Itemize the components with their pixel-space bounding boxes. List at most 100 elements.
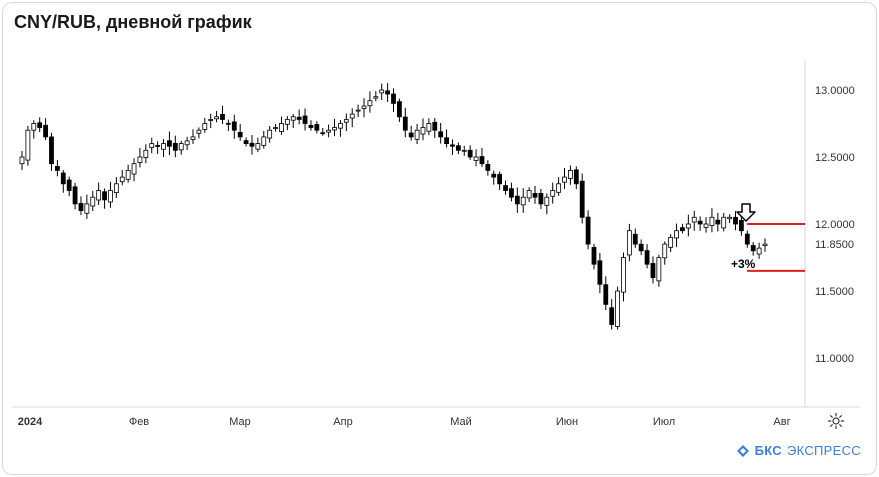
- candle-body: [143, 149, 149, 158]
- candle-body: [756, 247, 762, 255]
- candle-body: [49, 136, 54, 165]
- candle-body: [680, 227, 685, 232]
- x-tick-label: Июн: [556, 416, 578, 428]
- candle-body: [379, 89, 385, 94]
- candle-body: [697, 220, 703, 225]
- candle-body: [461, 149, 467, 152]
- candle-body: [674, 230, 679, 239]
- candle-body: [54, 166, 60, 171]
- candle-body: [644, 250, 650, 265]
- brand-mark-icon: [736, 444, 749, 457]
- candle-body: [438, 131, 444, 138]
- candle-body: [373, 96, 379, 99]
- chart-title: CNY/RUB, дневной график: [14, 12, 252, 32]
- candle-body: [231, 121, 237, 131]
- candle-body: [155, 145, 161, 147]
- candle-body: [414, 129, 420, 140]
- candle-body: [715, 219, 721, 225]
- candle-body: [66, 179, 72, 191]
- candle-body: [491, 173, 497, 178]
- y-tick-label: 11.8500: [815, 239, 854, 251]
- candle-body: [573, 169, 579, 185]
- y-tick-label: 12.5000: [815, 152, 855, 164]
- candle-body: [514, 195, 520, 205]
- candle-body: [396, 101, 402, 118]
- candle-body: [84, 203, 90, 214]
- candle-body: [739, 220, 744, 232]
- candle-body: [550, 190, 556, 197]
- candle-body: [479, 156, 485, 165]
- candle-body: [503, 185, 508, 191]
- candle-body: [609, 307, 615, 325]
- candle-body: [544, 196, 550, 206]
- x-tick-label: Май: [450, 416, 472, 428]
- candle-body: [361, 105, 367, 109]
- candle-body: [532, 193, 538, 198]
- brand-logo: БКС ЭКСПРЕСС: [736, 443, 861, 458]
- candle-body: [520, 196, 526, 206]
- x-tick-label: Авг: [773, 416, 790, 428]
- candle-body: [78, 203, 84, 211]
- candle-body: [538, 193, 544, 205]
- candle-body: [237, 131, 243, 138]
- candle-body: [662, 243, 668, 259]
- candle-body: [650, 263, 656, 278]
- candle-body: [184, 140, 190, 146]
- candle-body: [420, 127, 426, 135]
- candle-body: [220, 114, 225, 120]
- gear-icon[interactable]: [827, 412, 845, 430]
- candle-body: [279, 123, 284, 132]
- y-tick-label: 11.0000: [815, 353, 854, 365]
- x-tick-label: Апр: [333, 416, 352, 428]
- candle-body: [25, 129, 31, 161]
- candle-body: [261, 136, 267, 146]
- candle-body: [367, 100, 373, 107]
- x-tick-label: 2024: [18, 416, 43, 428]
- candle-body: [562, 176, 567, 183]
- candle-body: [296, 116, 302, 120]
- candle-body: [267, 129, 273, 139]
- candle-body: [668, 236, 674, 248]
- brand-name-rest: ЭКСПРЕСС: [786, 443, 861, 458]
- candle-body: [314, 124, 320, 131]
- candle-body: [721, 216, 727, 229]
- candle-body: [349, 113, 355, 119]
- candle-body: [214, 116, 219, 120]
- brand-name-bold: БКС: [754, 443, 782, 458]
- candle-body: [709, 216, 715, 227]
- candle-body: [526, 190, 532, 199]
- candle-body: [744, 233, 750, 245]
- candle-body: [621, 257, 626, 293]
- candle-body: [302, 115, 308, 124]
- candle-body: [137, 156, 143, 163]
- chart-axes: [12, 60, 860, 408]
- candle-body: [497, 173, 503, 185]
- candle-body: [208, 119, 214, 121]
- candle-body: [273, 127, 278, 129]
- candle-body: [19, 156, 25, 165]
- candle-body: [455, 145, 461, 151]
- candle-body: [685, 223, 691, 229]
- candles-group: [19, 83, 768, 330]
- candle-body: [691, 216, 697, 223]
- candle-body: [190, 136, 196, 140]
- candle-body: [96, 190, 102, 201]
- candle-body: [196, 129, 202, 134]
- candle-body: [167, 140, 172, 147]
- candle-body: [119, 176, 125, 183]
- candle-body: [597, 260, 603, 285]
- candle-body: [255, 143, 261, 150]
- candle-body: [733, 216, 738, 225]
- candle-body: [408, 132, 414, 138]
- candle-body: [108, 190, 113, 203]
- candle-body: [638, 243, 644, 252]
- candle-body: [632, 233, 638, 245]
- candle-body: [391, 93, 396, 104]
- x-tick-label: Июл: [653, 416, 675, 428]
- candle-body: [703, 223, 709, 228]
- candle-body: [243, 140, 249, 145]
- candle-body: [249, 142, 255, 147]
- levels-group: [747, 223, 805, 272]
